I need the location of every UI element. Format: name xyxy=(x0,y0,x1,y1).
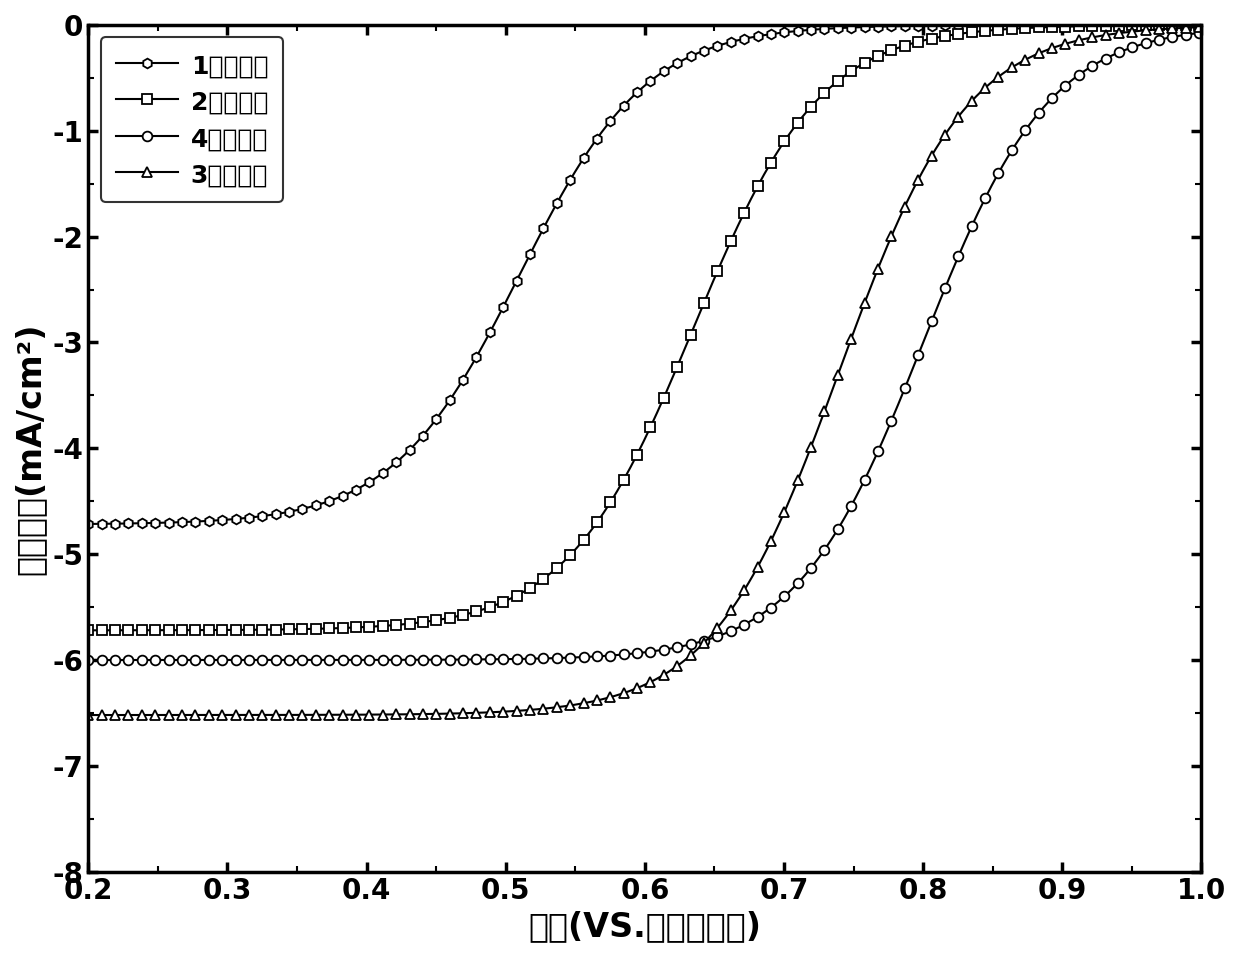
2号催化剑 xyxy=(744,193,759,205)
Line: 3号催化剑: 3号催化剑 xyxy=(83,22,1207,720)
3号催化剑 xyxy=(616,687,631,699)
Y-axis label: 电流密度(mA/cm²): 电流密度(mA/cm²) xyxy=(14,323,47,574)
Line: 1号催化剑: 1号催化剑 xyxy=(83,20,1207,529)
Legend: 1号催化剑, 2号催化剑, 4号催化剑, 3号催化剑: 1号催化剑, 2号催化剑, 4号催化剑, 3号催化剑 xyxy=(100,37,283,202)
2号催化剑 xyxy=(1167,19,1182,31)
Line: 2号催化剑: 2号催化剑 xyxy=(83,20,1207,635)
3号催化剑 xyxy=(993,69,1008,80)
2号催化剑 xyxy=(616,474,631,485)
4号催化剑 xyxy=(993,164,1008,175)
1号催化剑 xyxy=(610,107,625,119)
2号催化剑 xyxy=(81,625,95,636)
1号催化剑 xyxy=(993,19,1008,31)
1号催化剑 xyxy=(744,32,759,43)
3号催化剑 xyxy=(1167,23,1182,34)
4号催化剑 xyxy=(1194,27,1209,38)
4号催化剑 xyxy=(683,638,698,650)
2号催化剑 xyxy=(993,24,1008,35)
1号催化剑 xyxy=(1167,19,1182,31)
1号催化剑 xyxy=(683,51,698,62)
3号催化剑 xyxy=(610,689,625,701)
4号催化剑 xyxy=(610,649,625,660)
3号催化剑 xyxy=(1194,21,1209,33)
4号催化剑 xyxy=(81,655,95,666)
1号催化剑 xyxy=(1194,19,1209,31)
4号催化剑 xyxy=(616,649,631,660)
Line: 4号催化剑: 4号催化剑 xyxy=(83,28,1207,665)
X-axis label: 电压(VS.可逆氢电极): 电压(VS.可逆氢电极) xyxy=(528,910,761,943)
1号催化剑 xyxy=(81,519,95,530)
4号催化剑 xyxy=(744,615,759,627)
3号催化剑 xyxy=(744,573,759,585)
3号催化剑 xyxy=(683,650,698,661)
2号催化剑 xyxy=(1194,19,1209,31)
3号催化剑 xyxy=(81,709,95,721)
2号催化剑 xyxy=(683,329,698,341)
2号催化剑 xyxy=(610,485,625,497)
4号催化剑 xyxy=(1167,31,1182,42)
1号催化剑 xyxy=(616,100,631,111)
